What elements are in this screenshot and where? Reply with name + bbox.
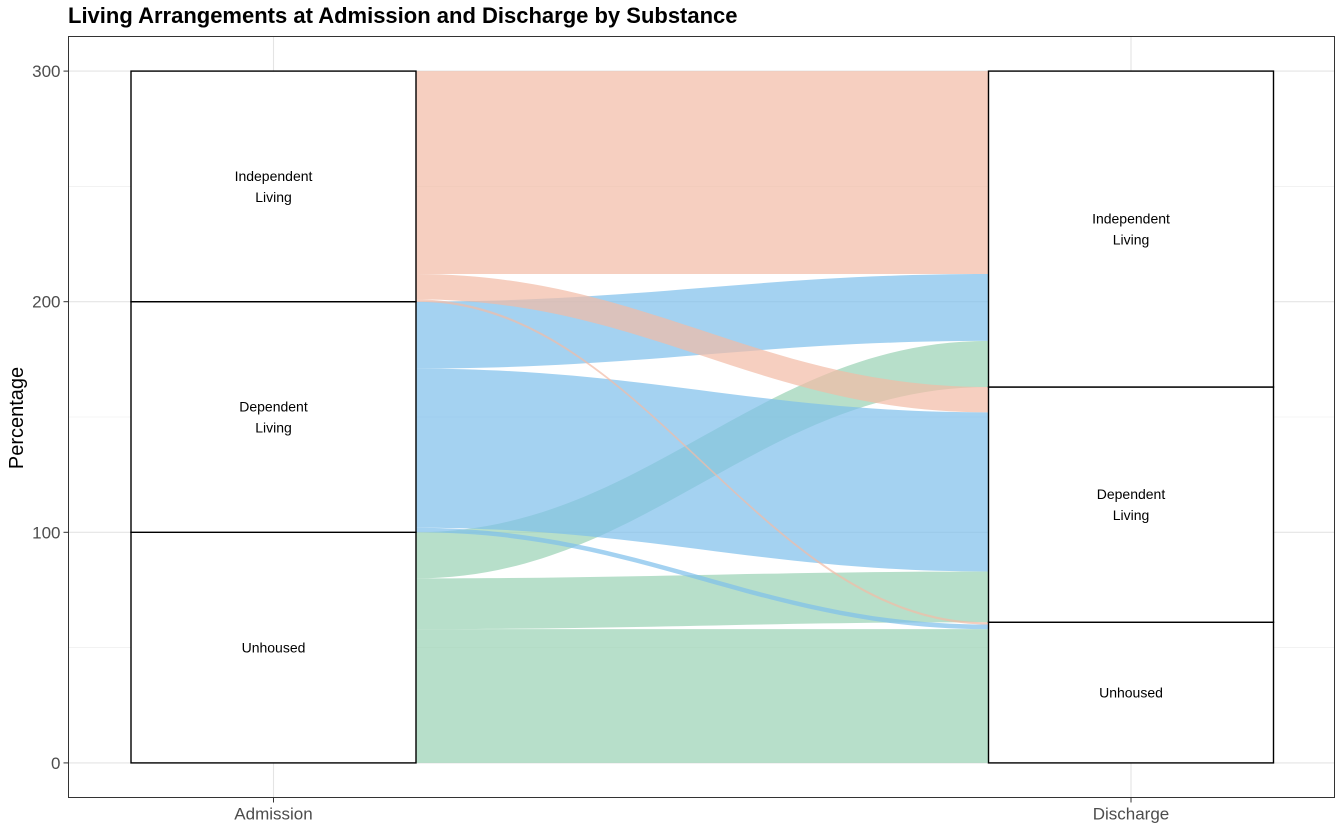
node-label-line: Independent	[235, 168, 313, 184]
flow-dependent-living-to-dependent-living	[416, 368, 989, 572]
y-axis-title: Percentage	[6, 367, 28, 469]
discharge-node-label: Dependent Living	[1097, 486, 1166, 523]
node-label-line: Dependent	[239, 399, 308, 415]
admission-node-label: Dependent Living	[239, 399, 308, 436]
admission-node-unhoused	[130, 531, 417, 764]
discharge-node-label: Independent Living	[1092, 211, 1170, 248]
discharge-node-unhoused	[987, 621, 1275, 764]
y-tick-label: 300	[32, 62, 60, 81]
y-tick-label: 0	[51, 754, 60, 773]
flow-independent-living-to-independent-living	[416, 71, 989, 275]
flow-independent-living-to-unhoused	[416, 299, 989, 625]
node-label-line: Unhoused	[242, 640, 306, 656]
flow-dependent-living-to-unhoused	[416, 527, 989, 630]
chart-title: Living Arrangements at Admission and Dis…	[68, 3, 738, 28]
flow-independent-living-to-dependent-living	[416, 274, 989, 413]
admission-node-label: Unhoused	[242, 640, 306, 656]
node-label-line: Dependent	[1097, 486, 1166, 502]
admission-node-independent-living	[130, 70, 417, 303]
flow-layer	[416, 71, 989, 763]
admission-node-dependent-living	[130, 300, 417, 534]
y-tick-label: 200	[32, 293, 60, 312]
node-label-line: Living	[1113, 232, 1150, 248]
admission-node-label: Independent Living	[235, 168, 313, 205]
panel-border	[68, 36, 1335, 798]
node-label-line: Living	[255, 189, 292, 205]
x-tick-label: Admission	[234, 805, 312, 824]
y-tick-label: 100	[32, 523, 60, 542]
node-label-line: Living	[255, 420, 292, 436]
x-tick-label: Discharge	[1093, 805, 1170, 824]
node-layer: Unhoused Dependent Living Independent Living…	[130, 70, 1275, 764]
axis-layer: 0 100 200 300 Admission Discharge	[32, 62, 1169, 823]
discharge-node-label: Unhoused	[1099, 685, 1163, 701]
node-label-line: Unhoused	[1099, 685, 1163, 701]
flow-unhoused-to-unhoused	[416, 629, 989, 763]
node-label-line: Living	[1113, 507, 1150, 523]
discharge-node-independent-living	[987, 70, 1275, 388]
node-label-line: Independent	[1092, 211, 1170, 227]
discharge-node-dependent-living	[987, 386, 1275, 623]
